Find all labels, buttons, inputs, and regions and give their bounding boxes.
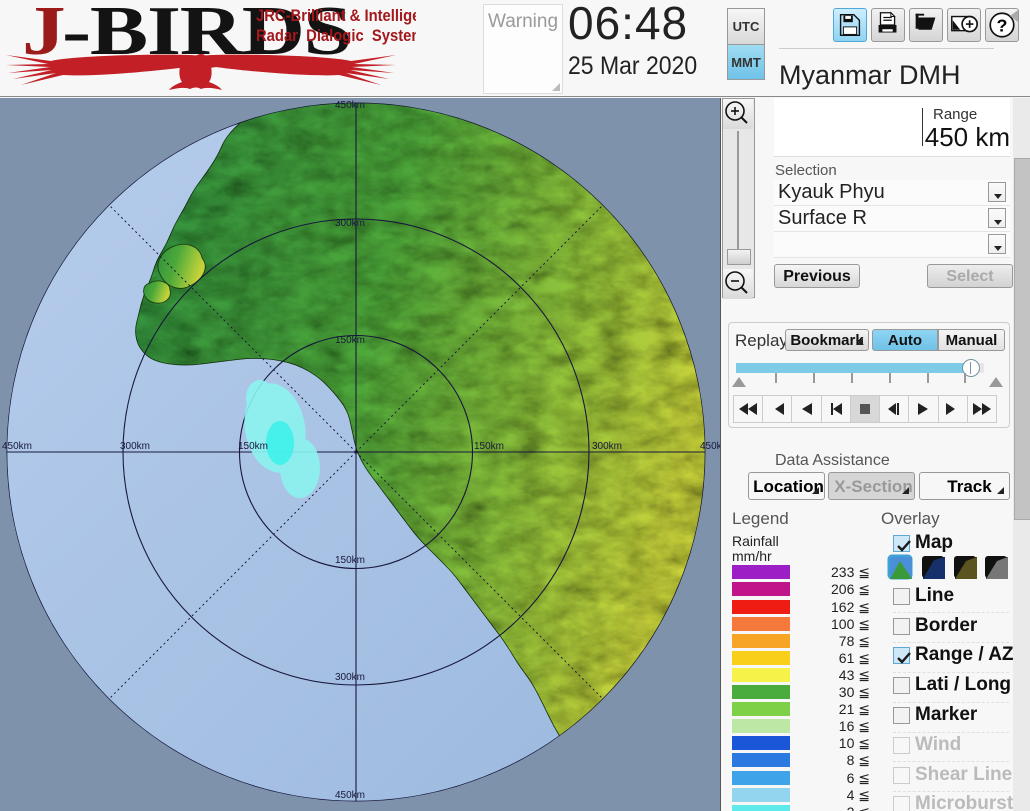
svg-text:450km: 450km: [335, 790, 365, 801]
svg-text:150km: 150km: [335, 555, 365, 566]
svg-text:150km: 150km: [474, 441, 504, 452]
svg-text:450km: 450km: [2, 441, 32, 452]
svg-text:450km: 450km: [335, 100, 365, 111]
svg-text:300km: 300km: [335, 218, 365, 229]
svg-text:150km: 150km: [335, 335, 365, 346]
svg-text:450km: 450km: [700, 441, 721, 452]
svg-text:150km: 150km: [238, 441, 268, 452]
svg-text:300km: 300km: [120, 441, 150, 452]
svg-text:?: ?: [997, 16, 1008, 36]
svg-text:300km: 300km: [335, 672, 365, 683]
svg-text:300km: 300km: [592, 441, 622, 452]
